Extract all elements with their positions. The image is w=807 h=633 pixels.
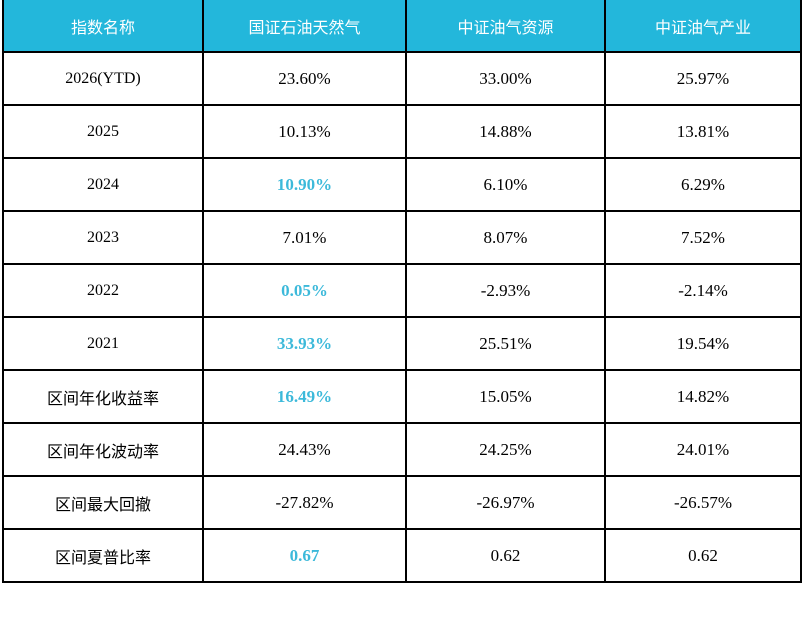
- value-cell: 10.90%: [202, 157, 407, 212]
- value-cell: 23.60%: [202, 51, 407, 106]
- value-cell: 24.01%: [604, 422, 802, 477]
- row-label-cell: 2022: [2, 263, 204, 318]
- value-cell: -26.57%: [604, 475, 802, 530]
- value-cell: 25.51%: [405, 316, 606, 371]
- table-row: 区间夏普比率 0.67 0.62 0.62: [2, 528, 802, 583]
- value-cell: -2.93%: [405, 263, 606, 318]
- value-cell: 7.01%: [202, 210, 407, 265]
- value-cell: 10.13%: [202, 104, 407, 159]
- table-row: 2021 33.93% 25.51% 19.54%: [2, 316, 802, 371]
- table-row: 区间年化收益率 16.49% 15.05% 14.82%: [2, 369, 802, 424]
- table-row: 2024 10.90% 6.10% 6.29%: [2, 157, 802, 212]
- header-cell-col3: 中证油气产业: [604, 0, 802, 53]
- row-label-cell: 2026(YTD): [2, 51, 204, 106]
- row-label-cell: 2023: [2, 210, 204, 265]
- value-cell: 24.25%: [405, 422, 606, 477]
- value-cell: 0.05%: [202, 263, 407, 318]
- value-cell: 33.00%: [405, 51, 606, 106]
- value-cell: 14.82%: [604, 369, 802, 424]
- table-row: 2025 10.13% 14.88% 13.81%: [2, 104, 802, 159]
- value-cell: -26.97%: [405, 475, 606, 530]
- value-cell: 6.10%: [405, 157, 606, 212]
- value-cell: 8.07%: [405, 210, 606, 265]
- header-row: 指数名称 国证石油天然气 中证油气资源 中证油气产业: [2, 0, 802, 53]
- header-cell-col1: 国证石油天然气: [202, 0, 407, 53]
- row-label-cell: 2024: [2, 157, 204, 212]
- row-label-cell: 区间最大回撤: [2, 475, 204, 530]
- row-label-cell: 2025: [2, 104, 204, 159]
- value-cell: -27.82%: [202, 475, 407, 530]
- value-cell: 14.88%: [405, 104, 606, 159]
- table-row: 区间最大回撤 -27.82% -26.97% -26.57%: [2, 475, 802, 530]
- header-cell-index-name: 指数名称: [2, 0, 204, 53]
- value-cell: 15.05%: [405, 369, 606, 424]
- performance-table: 指数名称 国证石油天然气 中证油气资源 中证油气产业 2026(YTD) 23.…: [2, 0, 802, 583]
- row-label-cell: 区间年化波动率: [2, 422, 204, 477]
- row-label-cell: 2021: [2, 316, 204, 371]
- value-cell: -2.14%: [604, 263, 802, 318]
- header-cell-col2: 中证油气资源: [405, 0, 606, 53]
- value-cell: 25.97%: [604, 51, 802, 106]
- value-cell: 7.52%: [604, 210, 802, 265]
- value-cell: 33.93%: [202, 316, 407, 371]
- value-cell: 0.67: [202, 528, 407, 583]
- table-row: 2022 0.05% -2.93% -2.14%: [2, 263, 802, 318]
- table-row: 2023 7.01% 8.07% 7.52%: [2, 210, 802, 265]
- row-label-cell: 区间夏普比率: [2, 528, 204, 583]
- table-row: 2026(YTD) 23.60% 33.00% 25.97%: [2, 51, 802, 106]
- value-cell: 16.49%: [202, 369, 407, 424]
- value-cell: 0.62: [405, 528, 606, 583]
- value-cell: 13.81%: [604, 104, 802, 159]
- value-cell: 6.29%: [604, 157, 802, 212]
- table-row: 区间年化波动率 24.43% 24.25% 24.01%: [2, 422, 802, 477]
- value-cell: 0.62: [604, 528, 802, 583]
- row-label-cell: 区间年化收益率: [2, 369, 204, 424]
- value-cell: 19.54%: [604, 316, 802, 371]
- value-cell: 24.43%: [202, 422, 407, 477]
